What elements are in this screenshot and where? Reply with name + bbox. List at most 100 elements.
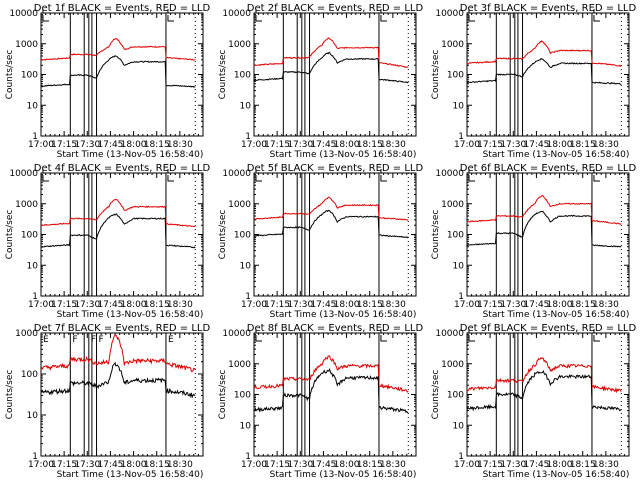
panel-det-7: Det 7f BLACK = Events, RED = LLD 1 10 100 10… [5, 323, 210, 480]
x-tick-label: 17:00 [454, 140, 480, 150]
y-axis-label: Counts/sec [431, 370, 441, 420]
flag-bracket [468, 335, 475, 342]
y-axis-label: Counts/sec [431, 50, 441, 100]
y-tick-label: 1000 [15, 200, 38, 210]
y-axis-label: Counts/sec [5, 50, 15, 100]
lld-series-line [495, 356, 593, 389]
y-tick-label: 1 [32, 452, 38, 462]
x-tick-label: 17:45 [310, 140, 336, 150]
panel-title: Det 8f BLACK = Events, RED = LLD [247, 323, 424, 334]
plot-frame [466, 332, 630, 457]
x-tick-label: 17:45 [523, 460, 549, 470]
x-tick-label: 18:30 [380, 460, 406, 470]
lld-series-line [378, 62, 409, 69]
flag-bracket [167, 175, 174, 182]
events-series-line [283, 209, 380, 236]
x-tick-label: 17:30 [74, 460, 100, 470]
lld-series-line [165, 56, 196, 61]
panel-det-1: Det 1f BLACK = Events, RED = LLD 1 10 100 10… [5, 3, 210, 160]
events-series-line [496, 210, 593, 246]
x-tick-label: 17:00 [28, 460, 54, 470]
x-axis-label: Start Time (13-Nov-05 16:58:40) [483, 150, 630, 160]
x-axis-label: Start Time (13-Nov-05 16:58:40) [270, 470, 417, 480]
events-series-line [253, 395, 284, 413]
x-tick-label: 17:45 [523, 140, 549, 150]
y-tick-label: 1000 [441, 40, 464, 50]
plot-frame [253, 12, 417, 137]
lld-series-line [496, 194, 593, 222]
panel-title: Det 1f BLACK = Events, RED = LLD [34, 3, 211, 14]
lld-series-line [283, 196, 380, 219]
x-tick-label: 17:00 [241, 140, 267, 150]
events-series-line [40, 74, 71, 87]
x-tick-label: 17:45 [523, 300, 549, 310]
flag-bracket [593, 175, 600, 182]
y-axis-label: Counts/sec [218, 370, 228, 420]
panel-title: Det 3f BLACK = Events, RED = LLD [460, 3, 637, 14]
y-tick-label: 1 [245, 132, 251, 142]
lld-series-line [40, 218, 71, 226]
panel-title: Det 6f BLACK = Events, RED = LLD [460, 163, 637, 174]
panel-det-5: Det 5f BLACK = Events, RED = LLD 1 10 100 10… [218, 163, 423, 320]
x-tick-label: 18:30 [380, 140, 406, 150]
x-axis-label: Start Time (13-Nov-05 16:58:40) [483, 310, 630, 320]
x-tick-label: 18:30 [593, 140, 619, 150]
events-series-line [165, 387, 196, 399]
x-tick-label: 18:00 [334, 300, 360, 310]
lld-series-line [253, 213, 284, 220]
flag-label: F [91, 335, 96, 345]
x-tick-label: 17:15 [264, 140, 290, 150]
y-tick-label: 10 [453, 101, 465, 111]
events-series-line [253, 72, 284, 82]
lld-series-line [466, 58, 497, 65]
x-tick-label: 17:15 [51, 140, 77, 150]
x-tick-label: 18:15 [357, 300, 383, 310]
x-axis-label: Start Time (13-Nov-05 16:58:40) [270, 310, 417, 320]
y-tick-label: 1 [458, 292, 464, 302]
x-tick-label: 17:15 [51, 460, 77, 470]
x-tick-label: 17:15 [264, 300, 290, 310]
x-tick-label: 18:00 [334, 460, 360, 470]
y-tick-label: 100 [234, 71, 251, 81]
x-tick-label: 17:30 [287, 460, 313, 470]
y-tick-label: 10000 [222, 169, 251, 179]
panel-det-6: Det 6f BLACK = Events, RED = LLD 1 10 100 10… [431, 163, 636, 320]
lld-series-line [253, 378, 284, 390]
flag-bracket [255, 335, 262, 342]
lld-series-line [467, 381, 497, 392]
y-tick-label: 100 [447, 231, 464, 241]
y-tick-label: 10 [240, 101, 252, 111]
y-tick-label: 10 [453, 261, 465, 271]
flag-label: F [99, 335, 104, 345]
x-tick-label: 17:30 [500, 300, 526, 310]
x-tick-label: 18:15 [570, 140, 596, 150]
x-tick-label: 18:30 [167, 460, 193, 470]
flag-bracket [468, 15, 475, 22]
lld-series-line [466, 216, 497, 223]
x-tick-label: 17:45 [97, 300, 123, 310]
y-tick-label: 100 [447, 391, 464, 401]
x-tick-label: 17:30 [287, 300, 313, 310]
x-tick-label: 17:45 [310, 460, 336, 470]
plot-frame [253, 332, 417, 457]
x-tick-label: 18:30 [593, 460, 619, 470]
y-tick-label: 1000 [228, 200, 251, 210]
x-tick-label: 17:30 [500, 460, 526, 470]
y-tick-label: 1 [32, 132, 38, 142]
x-tick-label: 18:00 [121, 460, 147, 470]
x-tick-label: 18:15 [144, 140, 170, 150]
flag-label: E [168, 335, 174, 345]
y-tick-label: 10000 [222, 9, 251, 19]
events-series-line [592, 81, 622, 85]
x-tick-label: 17:15 [477, 460, 503, 470]
flag-label: F [72, 335, 77, 345]
lld-series-line [70, 38, 167, 58]
lld-series-line [70, 198, 167, 225]
x-tick-label: 18:00 [547, 140, 573, 150]
lld-series-line [165, 362, 196, 372]
flag-bracket [380, 15, 387, 22]
events-series-line [466, 395, 497, 412]
x-tick-label: 18:15 [570, 460, 596, 470]
lld-series-line [283, 355, 380, 386]
y-axis-label: Counts/sec [431, 210, 441, 260]
